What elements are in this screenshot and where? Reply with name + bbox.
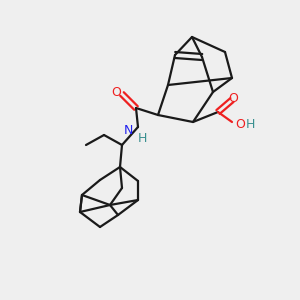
Text: O: O [235,118,245,131]
Text: O: O [228,92,238,104]
Text: N: N [123,124,133,136]
Text: H: H [245,118,255,131]
Text: H: H [137,131,147,145]
Text: O: O [111,85,121,98]
